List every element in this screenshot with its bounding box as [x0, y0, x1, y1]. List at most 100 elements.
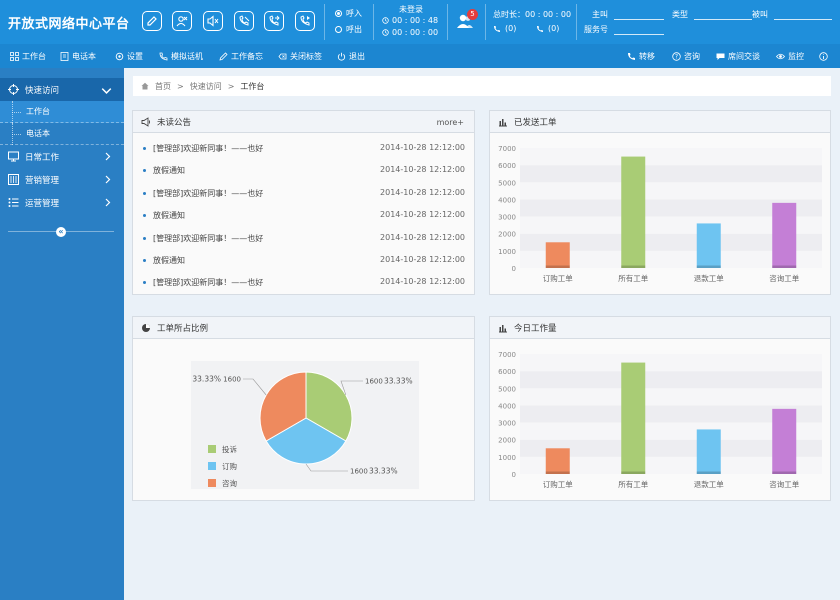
chevron-right-icon [105, 198, 111, 207]
bar-base [545, 265, 570, 268]
header-divider [447, 4, 448, 40]
menu-monitor[interactable]: 监控 [776, 44, 804, 68]
sidebar-group-marketing[interactable]: 营销管理 [0, 168, 124, 191]
bullet-dot [143, 214, 146, 218]
y-tick-label: 4000 [498, 196, 516, 204]
menu-workbench[interactable]: 工作台 [10, 44, 46, 68]
sidebar-quick-access[interactable]: 快速访问 [0, 78, 124, 101]
call-out-radio[interactable]: 呼出 [335, 24, 362, 35]
y-tick-label: 1000 [498, 248, 516, 256]
timer-value: 00 : 00 : 48 [392, 16, 439, 25]
ratio-panel: 工单所占比例 1600 33.33% 1600 33.33% 1600 33.33% 投诉订… [132, 316, 475, 501]
sidebar-item-workbench[interactable]: 工作台 [0, 101, 124, 123]
y-tick-label: 3000 [498, 420, 516, 428]
top-header: 开放式网络中心平台 呼入 呼出 未登录 00 : 00 : 48 00 : 00… [0, 0, 840, 44]
pie-value-label: 1600 [350, 468, 368, 476]
notice-panel: 未读公告 more+ [管理部]欢迎新同事！——也好 2014-10-28 12:… [132, 110, 475, 295]
megaphone-icon [141, 116, 150, 127]
notice-item[interactable]: [管理部]欢迎新同事！——也好 2014-10-28 12:12:00 [143, 188, 465, 199]
header-divider [485, 4, 486, 40]
notice-title: 放假通知 [143, 165, 185, 176]
header-divider [373, 4, 374, 40]
transfer-call-icon[interactable] [264, 11, 284, 31]
breadcrumb-separator: > [227, 81, 235, 91]
bar-base [696, 471, 721, 474]
radio-dot[interactable] [335, 26, 342, 33]
menu-phonebook[interactable]: 电话本 [60, 44, 96, 68]
notice-item[interactable]: 放假通知 2014-10-28 12:12:00 [143, 255, 465, 266]
header-divider [324, 4, 325, 40]
sidebar-group-operations[interactable]: 运营管理 [0, 191, 124, 214]
menu-logout[interactable]: 退出 [337, 44, 365, 68]
bar [545, 242, 570, 268]
more-link[interactable]: more+ [436, 118, 464, 127]
breadcrumb-quick[interactable]: 快速访问 [189, 81, 222, 91]
pie-value-label: 1600 [365, 378, 383, 386]
called-value [774, 11, 832, 20]
collapse-sidebar-button[interactable]: « [56, 227, 66, 237]
y-tick-label: 6000 [498, 368, 516, 376]
grid-band [520, 405, 822, 423]
info-icon [819, 51, 828, 61]
breadcrumb-home[interactable]: 首页 [155, 81, 171, 91]
sidebar-spacer [0, 68, 124, 78]
bar-base [772, 265, 797, 268]
legend-label: 订购 [222, 461, 237, 471]
sidebar-item-phonebook[interactable]: 电话本 [0, 123, 124, 145]
menu-close-tab[interactable]: 关闭标签 [278, 44, 322, 68]
menu-label: 设置 [127, 51, 143, 61]
radio-dot[interactable] [335, 10, 342, 17]
user-remove-icon[interactable] [172, 11, 192, 31]
notice-item[interactable]: [管理部]欢迎新同事！——也好 2014-10-28 12:12:00 [143, 233, 465, 244]
sent-tickets-panel: 已发送工单 0 1000 2000 3000 4000 5000 6000 7000 订购工单 所… [489, 110, 831, 295]
notice-title: [管理部]欢迎新同事！——也好 [143, 277, 263, 288]
menu-transfer[interactable]: 转移 [627, 44, 655, 68]
menu-label: 模拟话机 [171, 51, 203, 61]
bar [772, 202, 797, 268]
pie-percent-label: 33.33% [192, 375, 221, 384]
breadcrumb-current: 工作台 [240, 81, 265, 91]
menu-bar: 工作台 电话本 设置 模拟话机 工作备忘 关闭标签 退出 转移 ? 咨询 席间交… [0, 44, 840, 68]
x-tick-label: 咨询工单 [769, 273, 799, 283]
type-field: 类型 [672, 9, 752, 20]
bar [772, 408, 797, 474]
bar-base [621, 471, 646, 474]
clock-icon [382, 17, 389, 24]
pie-percent-label: 33.33% [384, 377, 413, 386]
phone-transfer-icon [628, 52, 635, 60]
type-label: 类型 [672, 10, 688, 19]
legend-swatch [208, 479, 216, 487]
pie-leader-line [243, 378, 267, 396]
menu-agent-chat[interactable]: 席间交谈 [716, 44, 760, 68]
pie-percent-label: 33.33% [369, 467, 398, 476]
notice-item[interactable]: 放假通知 2014-10-28 12:12:00 [143, 210, 465, 221]
app-title: 开放式网络中心平台 [8, 17, 130, 32]
grid-icon [10, 51, 19, 61]
sidebar-group-daily[interactable]: 日常工作 [0, 145, 124, 168]
notice-title: [管理部]欢迎新同事！——也好 [143, 233, 263, 244]
notice-title: 放假通知 [143, 255, 185, 266]
x-tick-label: 订购工单 [543, 273, 573, 283]
call-in-radio[interactable]: 呼入 [335, 8, 362, 19]
menu-settings[interactable]: 设置 [115, 44, 143, 68]
menu-memo[interactable]: 工作备忘 [219, 44, 263, 68]
notice-item[interactable]: [管理部]欢迎新同事！——也好 2014-10-28 12:12:00 [143, 143, 465, 154]
caller-value [614, 11, 664, 20]
menu-label: 转移 [639, 51, 655, 61]
called-field: 被叫 [752, 9, 832, 20]
notice-item[interactable]: 放假通知 2014-10-28 12:12:00 [143, 165, 465, 176]
bullet-dot [143, 147, 146, 150]
hangup-icon[interactable] [234, 11, 254, 31]
edit-icon[interactable] [142, 11, 162, 31]
menu-consult[interactable]: ? 咨询 [672, 44, 700, 68]
notice-date: 2014-10-28 12:12:00 [380, 165, 465, 175]
mute-icon[interactable] [203, 11, 223, 31]
call-forward-icon[interactable] [295, 11, 315, 31]
timer-value: 00 : 00 : 00 [392, 28, 439, 37]
menu-label: 工作台 [22, 51, 46, 61]
menu-info[interactable] [819, 44, 828, 68]
menu-softphone[interactable]: 模拟话机 [159, 44, 203, 68]
y-tick-label: 7000 [498, 351, 516, 359]
grid-band [520, 148, 822, 166]
notice-item[interactable]: [管理部]欢迎新同事！——也好 2014-10-28 12:12:00 [143, 277, 465, 288]
